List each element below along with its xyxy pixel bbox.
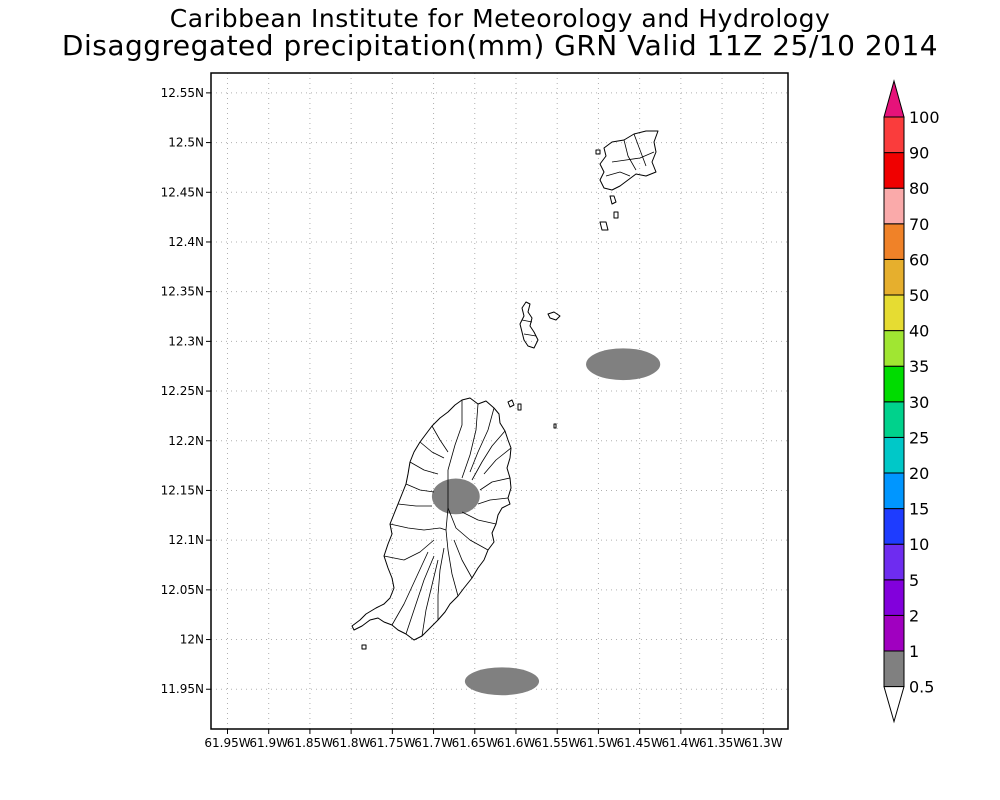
colorbar-label: 25 bbox=[909, 428, 929, 447]
islet-outline bbox=[553, 423, 557, 429]
colorbar-label: 0.5 bbox=[909, 678, 934, 697]
grenada-watershed-lines bbox=[383, 400, 512, 637]
lon-tick-label: 61.8W bbox=[332, 736, 371, 750]
colorbar-segment bbox=[883, 365, 905, 403]
precip-area bbox=[464, 667, 540, 696]
colorbar-label: 35 bbox=[909, 357, 929, 376]
colorbar-label: 90 bbox=[909, 144, 929, 163]
colorbar-over-triangle bbox=[883, 79, 905, 118]
map-grid bbox=[211, 73, 788, 729]
lon-tick-label: 61.6W bbox=[497, 736, 536, 750]
colorbar-segment bbox=[883, 650, 905, 688]
carriacou-watershed-lines bbox=[521, 319, 537, 337]
colorbar-segment bbox=[883, 187, 905, 225]
colorbar-label: 5 bbox=[909, 571, 919, 590]
lat-tick-label: 12.1N bbox=[168, 533, 204, 547]
colorbar-label: 40 bbox=[909, 322, 929, 341]
colorbar-label: 70 bbox=[909, 215, 929, 234]
lon-tick-label: 61.3W bbox=[744, 736, 783, 750]
grenada-island-outline bbox=[351, 397, 512, 641]
islet-outline bbox=[547, 311, 561, 321]
map-axes: 12.55N 12.5N 12.45N 12.4N 12.35N 12.3N 12.25N 1… bbox=[161, 72, 789, 750]
lat-tick-label: 12.45N bbox=[161, 185, 204, 199]
colorbar-label: 50 bbox=[909, 286, 929, 305]
colorbar-segment bbox=[883, 614, 905, 652]
lon-tick-label: 61.55W bbox=[534, 736, 580, 750]
lon-tick-label: 61.7W bbox=[414, 736, 453, 750]
colorbar-segment bbox=[883, 294, 905, 332]
colorbar-label: 10 bbox=[909, 535, 929, 554]
precip-area bbox=[431, 478, 480, 515]
colorbar-segment bbox=[883, 543, 905, 581]
lat-tick-label: 11.95N bbox=[161, 682, 204, 696]
colorbar-segment bbox=[883, 508, 905, 545]
lat-tick-label: 12N bbox=[180, 633, 204, 647]
colorbar-segment bbox=[883, 472, 905, 510]
colorbar-label: 20 bbox=[909, 464, 929, 483]
lat-tick-label: 12.55N bbox=[161, 86, 204, 100]
colorbar-segment bbox=[883, 436, 905, 474]
lon-tick-label: 61.9W bbox=[249, 736, 288, 750]
lat-tick-label: 12.25N bbox=[161, 384, 204, 398]
lon-tick-label: 61.85W bbox=[287, 736, 333, 750]
colorbar-label: 60 bbox=[909, 250, 929, 269]
colorbar-segment bbox=[883, 223, 905, 260]
colorbar-segment bbox=[883, 116, 905, 154]
colorbar-label: 1 bbox=[909, 642, 919, 661]
lat-tick-label: 12.4N bbox=[168, 235, 204, 249]
islet-outline bbox=[595, 149, 601, 155]
lon-tick-label: 61.45W bbox=[617, 736, 663, 750]
lat-tick-label: 12.5N bbox=[168, 136, 204, 150]
chart-title-line1: Caribbean Institute for Meteorology and … bbox=[169, 4, 831, 33]
lon-tick-label: 61.65W bbox=[452, 736, 498, 750]
colorbar-segment bbox=[883, 152, 905, 189]
precip-area bbox=[586, 348, 661, 381]
colorbar-label: 30 bbox=[909, 393, 929, 412]
colorbar-label: 80 bbox=[909, 179, 929, 198]
islet-outline bbox=[517, 403, 522, 411]
map-frame bbox=[210, 72, 789, 730]
lat-tick-label: 12.35N bbox=[161, 285, 204, 299]
petite-martinique-outline bbox=[599, 130, 659, 191]
lon-tick-label: 61.75W bbox=[369, 736, 415, 750]
lat-tick-label: 12.05N bbox=[161, 583, 204, 597]
islet-outline bbox=[361, 644, 367, 650]
colorbar-label: 15 bbox=[909, 500, 929, 519]
lat-tick-label: 12.15N bbox=[161, 483, 204, 497]
precipitation-areas bbox=[431, 348, 661, 696]
lon-tick-label: 61.5W bbox=[579, 736, 618, 750]
lon-tick-label: 61.95W bbox=[204, 736, 250, 750]
islet-outline bbox=[599, 221, 609, 231]
carriacou-outline bbox=[519, 301, 539, 349]
lat-tick-label: 12.2N bbox=[168, 434, 204, 448]
lat-tick-label: 12.3N bbox=[168, 334, 204, 348]
islet-outline bbox=[609, 195, 617, 205]
northern-islands-watershed-lines bbox=[605, 133, 655, 177]
colorbar-segment bbox=[883, 258, 905, 296]
colorbar-under-triangle bbox=[883, 686, 905, 724]
land-outlines bbox=[351, 130, 659, 650]
lon-tick-label: 61.35W bbox=[699, 736, 745, 750]
colorbar-segment bbox=[883, 579, 905, 616]
colorbar-label: 100 bbox=[909, 108, 940, 127]
islet-outline bbox=[507, 399, 515, 408]
colorbar-segment bbox=[883, 401, 905, 438]
chart-title-line2: Disaggregated precipitation(mm) GRN Vali… bbox=[61, 29, 939, 62]
islet-outline bbox=[613, 211, 619, 219]
colorbar-label: 2 bbox=[909, 606, 919, 625]
colorbar-segment bbox=[883, 330, 905, 367]
lon-tick-label: 61.4W bbox=[662, 736, 701, 750]
